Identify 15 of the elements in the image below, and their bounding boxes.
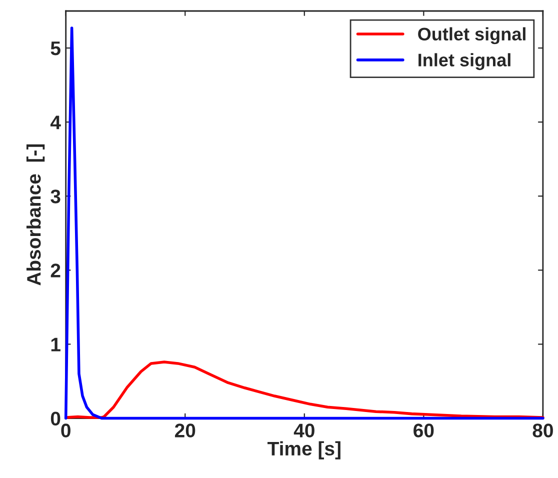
y-tick-label: 2: [50, 264, 60, 278]
y-tick-label: 0: [50, 412, 60, 426]
legend-label: Inlet signal: [418, 53, 510, 70]
y-tick-label: 1: [51, 338, 60, 352]
x-tick-label: 20: [174, 424, 196, 438]
y-axis-title: Absorbance [-]: [26, 144, 45, 286]
x-tick-label: 80: [532, 424, 553, 438]
x-tick-label: 60: [414, 424, 434, 438]
legend-label: Outlet signal: [418, 27, 526, 44]
y-tick-label: 5: [50, 42, 60, 56]
x-tick-label: 0: [61, 424, 70, 438]
y-tick-label: 3: [50, 190, 60, 204]
x-axis-title: Time [s]: [268, 441, 340, 460]
y-tick-label: 4: [50, 116, 61, 130]
x-tick-label: 40: [294, 424, 314, 438]
